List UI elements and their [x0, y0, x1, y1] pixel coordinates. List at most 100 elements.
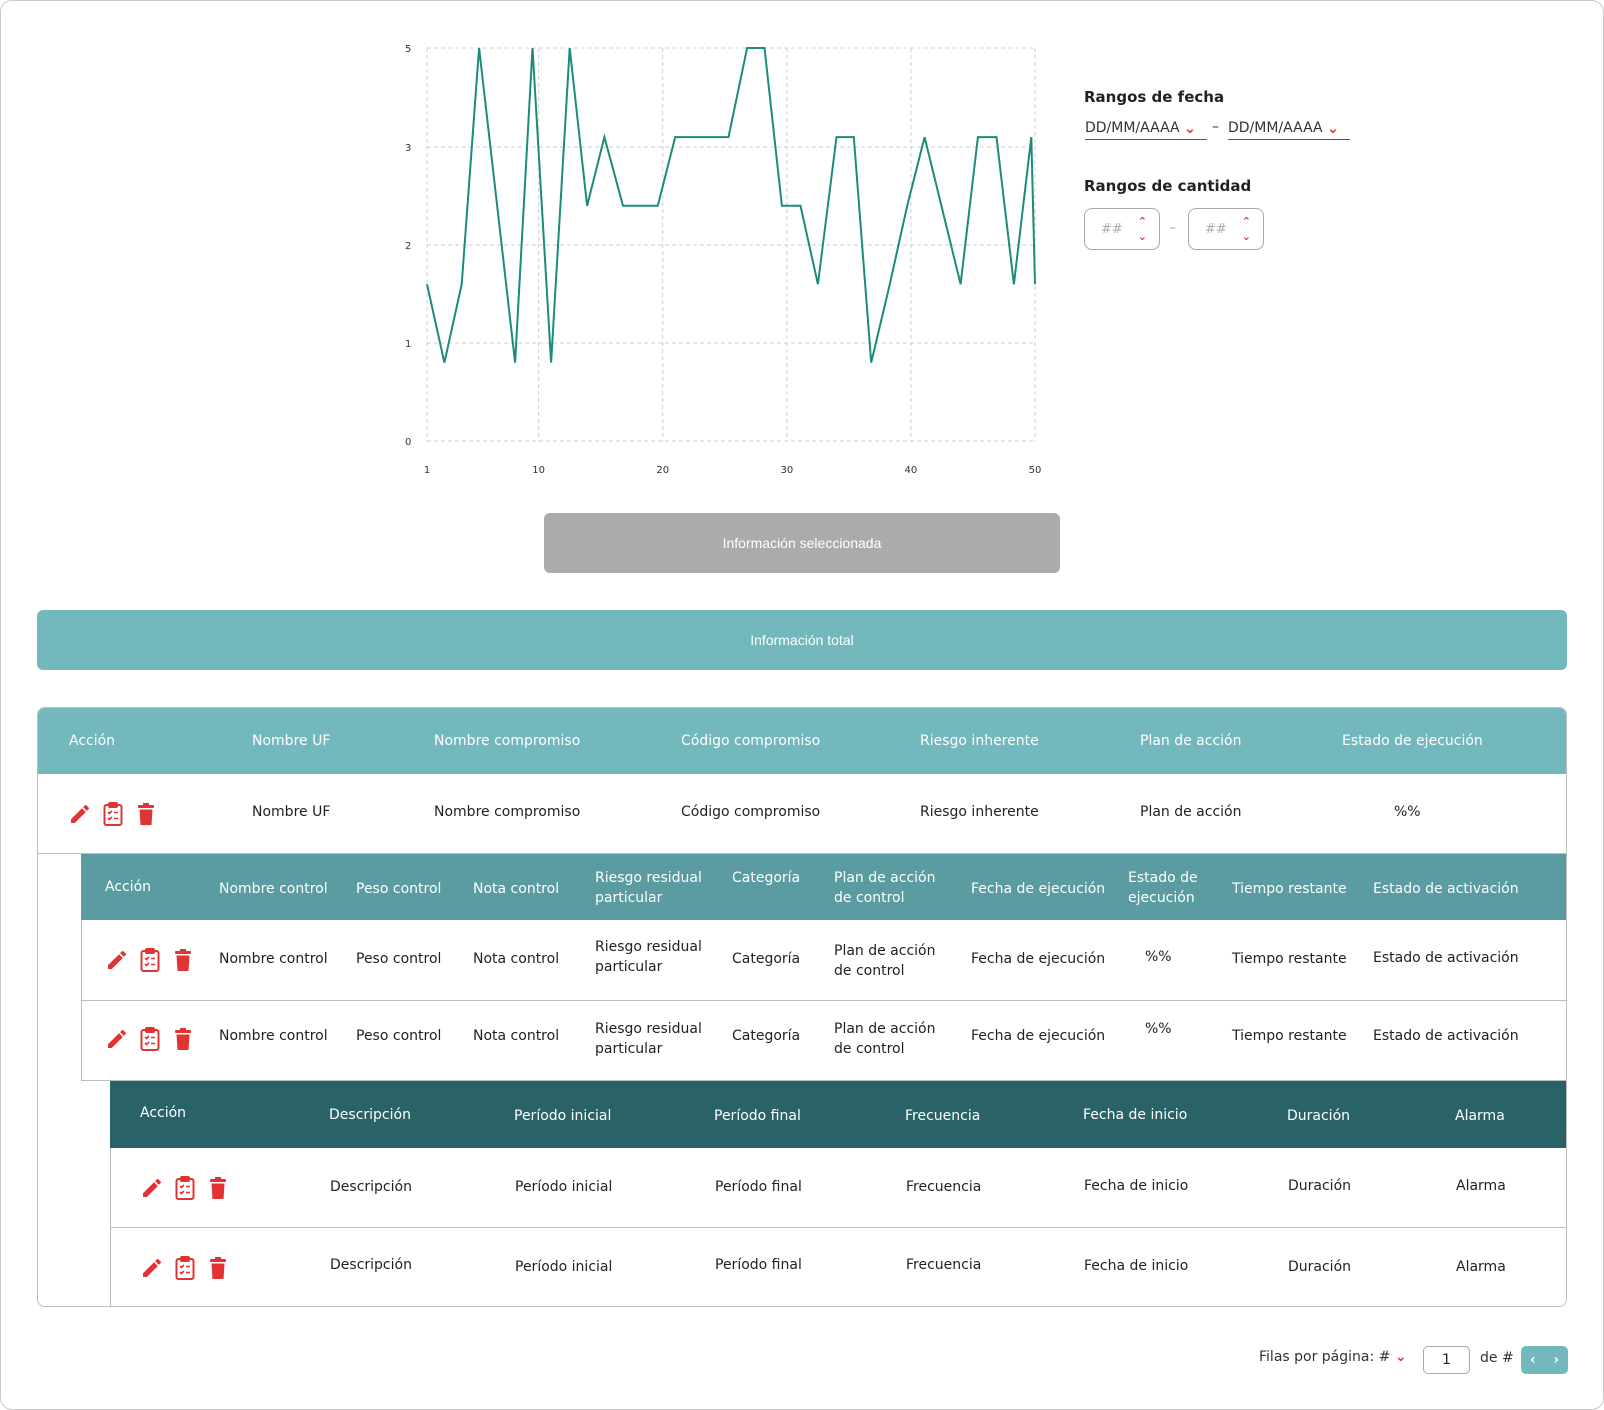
row-actions — [68, 801, 158, 827]
selected-info-button[interactable]: Información seleccionada — [544, 513, 1060, 573]
row-actions — [105, 1026, 195, 1052]
chevron-right-icon[interactable]: › — [1553, 1352, 1560, 1368]
header-categoria: Categoría — [732, 870, 801, 886]
header-codigo-compromiso: Código compromiso — [681, 733, 821, 749]
x-tick-label: 30 — [780, 465, 793, 476]
series-line — [426, 47, 1036, 363]
x-tick-label: 50 — [1029, 465, 1042, 476]
date-to-select[interactable]: DD/MM/AAAA ⌄ — [1228, 118, 1350, 140]
header-estado-ejecucion: Estado de ejecución — [1128, 870, 1198, 906]
cell-peso-control: Peso control — [356, 951, 442, 967]
page-number-input[interactable]: 1 — [1423, 1346, 1470, 1374]
chevron-up-icon[interactable]: ⌃ — [1241, 215, 1251, 228]
cell-nota-control: Nota control — [473, 1028, 560, 1044]
cell-estado-activacion: Estado de activación — [1373, 950, 1519, 966]
chevron-down-icon: ⌄ — [1394, 1349, 1407, 1365]
page-total-label: de # — [1480, 1350, 1514, 1366]
quantity-range-title: Rangos de cantidad — [1084, 177, 1252, 195]
date-from-value: DD/MM/AAAA — [1085, 120, 1180, 136]
header-periodo-final: Período final — [714, 1108, 801, 1124]
x-tick-label: 20 — [656, 465, 669, 476]
cell-frecuencia: Frecuencia — [906, 1179, 982, 1195]
cell-plan-accion: Plan de acción — [1140, 804, 1242, 820]
quantity-to-stepper[interactable]: ## ⌃ ⌄ — [1188, 208, 1264, 250]
pencil-icon[interactable] — [105, 1026, 129, 1052]
pencil-icon[interactable] — [105, 947, 129, 973]
pencil-icon[interactable] — [140, 1175, 164, 1201]
cell-alarma: Alarma — [1456, 1259, 1506, 1275]
cell-alarma: Alarma — [1456, 1178, 1506, 1194]
trash-icon[interactable] — [206, 1255, 230, 1281]
quantity-range-separator: – — [1169, 220, 1176, 236]
cell-nombre-control: Nombre control — [219, 1028, 328, 1044]
cell-periodo-inicial: Período inicial — [515, 1179, 613, 1195]
clipboard-check-icon[interactable] — [173, 1255, 197, 1281]
date-range-title: Rangos de fecha — [1084, 88, 1225, 106]
cell-categoria: Categoría — [732, 1028, 801, 1044]
cell-estado-ejecucion: %% — [1145, 949, 1172, 965]
trash-icon[interactable] — [206, 1175, 230, 1201]
x-tick-label: 40 — [905, 465, 918, 476]
cell-descripcion: Descripción — [330, 1257, 412, 1273]
pencil-icon[interactable] — [140, 1255, 164, 1281]
header-fecha-ejecucion: Fecha de ejecución — [971, 881, 1106, 897]
header-accion: Acción — [105, 879, 152, 895]
chevron-down-icon: ⌄ — [1326, 118, 1340, 137]
date-from-select[interactable]: DD/MM/AAAA ⌄ — [1085, 118, 1207, 140]
header-periodo-inicial: Período inicial — [514, 1108, 612, 1124]
header-frecuencia: Frecuencia — [905, 1108, 981, 1124]
header-duracion: Duración — [1287, 1108, 1351, 1124]
header-descripcion: Descripción — [329, 1107, 411, 1123]
trash-icon[interactable] — [171, 947, 195, 973]
clipboard-check-icon[interactable] — [101, 801, 125, 827]
chevron-down-icon[interactable]: ⌄ — [1241, 230, 1251, 243]
header-estado-ejecucion: Estado de ejecución — [1342, 733, 1483, 749]
clipboard-check-icon[interactable] — [173, 1175, 197, 1201]
trash-icon[interactable] — [171, 1026, 195, 1052]
clipboard-check-icon[interactable] — [138, 1026, 162, 1052]
cell-categoria: Categoría — [732, 951, 801, 967]
level3-header-row: Acción Descripción Período inicial Perío… — [110, 1081, 1566, 1148]
rows-per-page-select[interactable]: Filas por página: # ⌄ — [1259, 1349, 1407, 1365]
total-info-button[interactable]: Información total — [37, 610, 1567, 670]
cell-estado-ejecucion: %% — [1394, 804, 1421, 820]
header-nombre-control: Nombre control — [219, 881, 328, 897]
header-nombre-compromiso: Nombre compromiso — [434, 733, 581, 749]
cell-tiempo-restante: Tiempo restante — [1232, 951, 1347, 967]
x-tick-label: 1 — [424, 465, 430, 476]
table-row: Nombre control Peso control Nota control… — [81, 920, 1566, 1001]
cell-riesgo-inherente: Riesgo inherente — [920, 804, 1039, 820]
cell-riesgo-residual: Riesgo residual particular — [595, 939, 702, 975]
row-actions — [105, 947, 195, 973]
cell-duracion: Duración — [1288, 1259, 1352, 1275]
quantity-from-placeholder: ## — [1101, 221, 1123, 237]
line-chart: 0 1 2 3 5 1 10 20 30 40 50 — [405, 44, 1042, 476]
table-row: Nombre UF Nombre compromiso Código compr… — [38, 774, 1566, 854]
table-row: Descripción Período inicial Período fina… — [110, 1148, 1566, 1228]
header-plan-accion: Plan de acción — [1140, 733, 1242, 749]
x-tick-label: 10 — [532, 465, 545, 476]
cell-estado-ejecucion: %% — [1145, 1021, 1172, 1037]
pencil-icon[interactable] — [68, 801, 92, 827]
cell-frecuencia: Frecuencia — [906, 1257, 982, 1273]
rows-per-page-label: Filas por página: # — [1259, 1349, 1391, 1365]
chevron-down-icon[interactable]: ⌄ — [1137, 230, 1147, 243]
trash-icon[interactable] — [134, 801, 158, 827]
cell-nota-control: Nota control — [473, 951, 560, 967]
cell-estado-activacion: Estado de activación — [1373, 1028, 1519, 1044]
header-tiempo-restante: Tiempo restante — [1232, 881, 1347, 897]
y-tick-label: 1 — [405, 339, 411, 350]
cell-peso-control: Peso control — [356, 1028, 442, 1044]
cell-nombre-compromiso: Nombre compromiso — [434, 804, 581, 820]
cell-periodo-final: Período final — [715, 1257, 802, 1273]
chevron-left-icon[interactable]: ‹ — [1529, 1352, 1536, 1368]
header-alarma: Alarma — [1455, 1108, 1505, 1124]
cell-codigo-compromiso: Código compromiso — [681, 804, 821, 820]
pagination-buttons: ‹ › — [1521, 1346, 1568, 1374]
cell-plan-accion-control: Plan de acción de control — [834, 1021, 936, 1057]
clipboard-check-icon[interactable] — [138, 947, 162, 973]
quantity-from-stepper[interactable]: ## ⌃ ⌄ — [1084, 208, 1160, 250]
date-range-separator: – — [1212, 119, 1219, 135]
date-to-value: DD/MM/AAAA — [1228, 120, 1323, 136]
chevron-up-icon[interactable]: ⌃ — [1137, 215, 1147, 228]
